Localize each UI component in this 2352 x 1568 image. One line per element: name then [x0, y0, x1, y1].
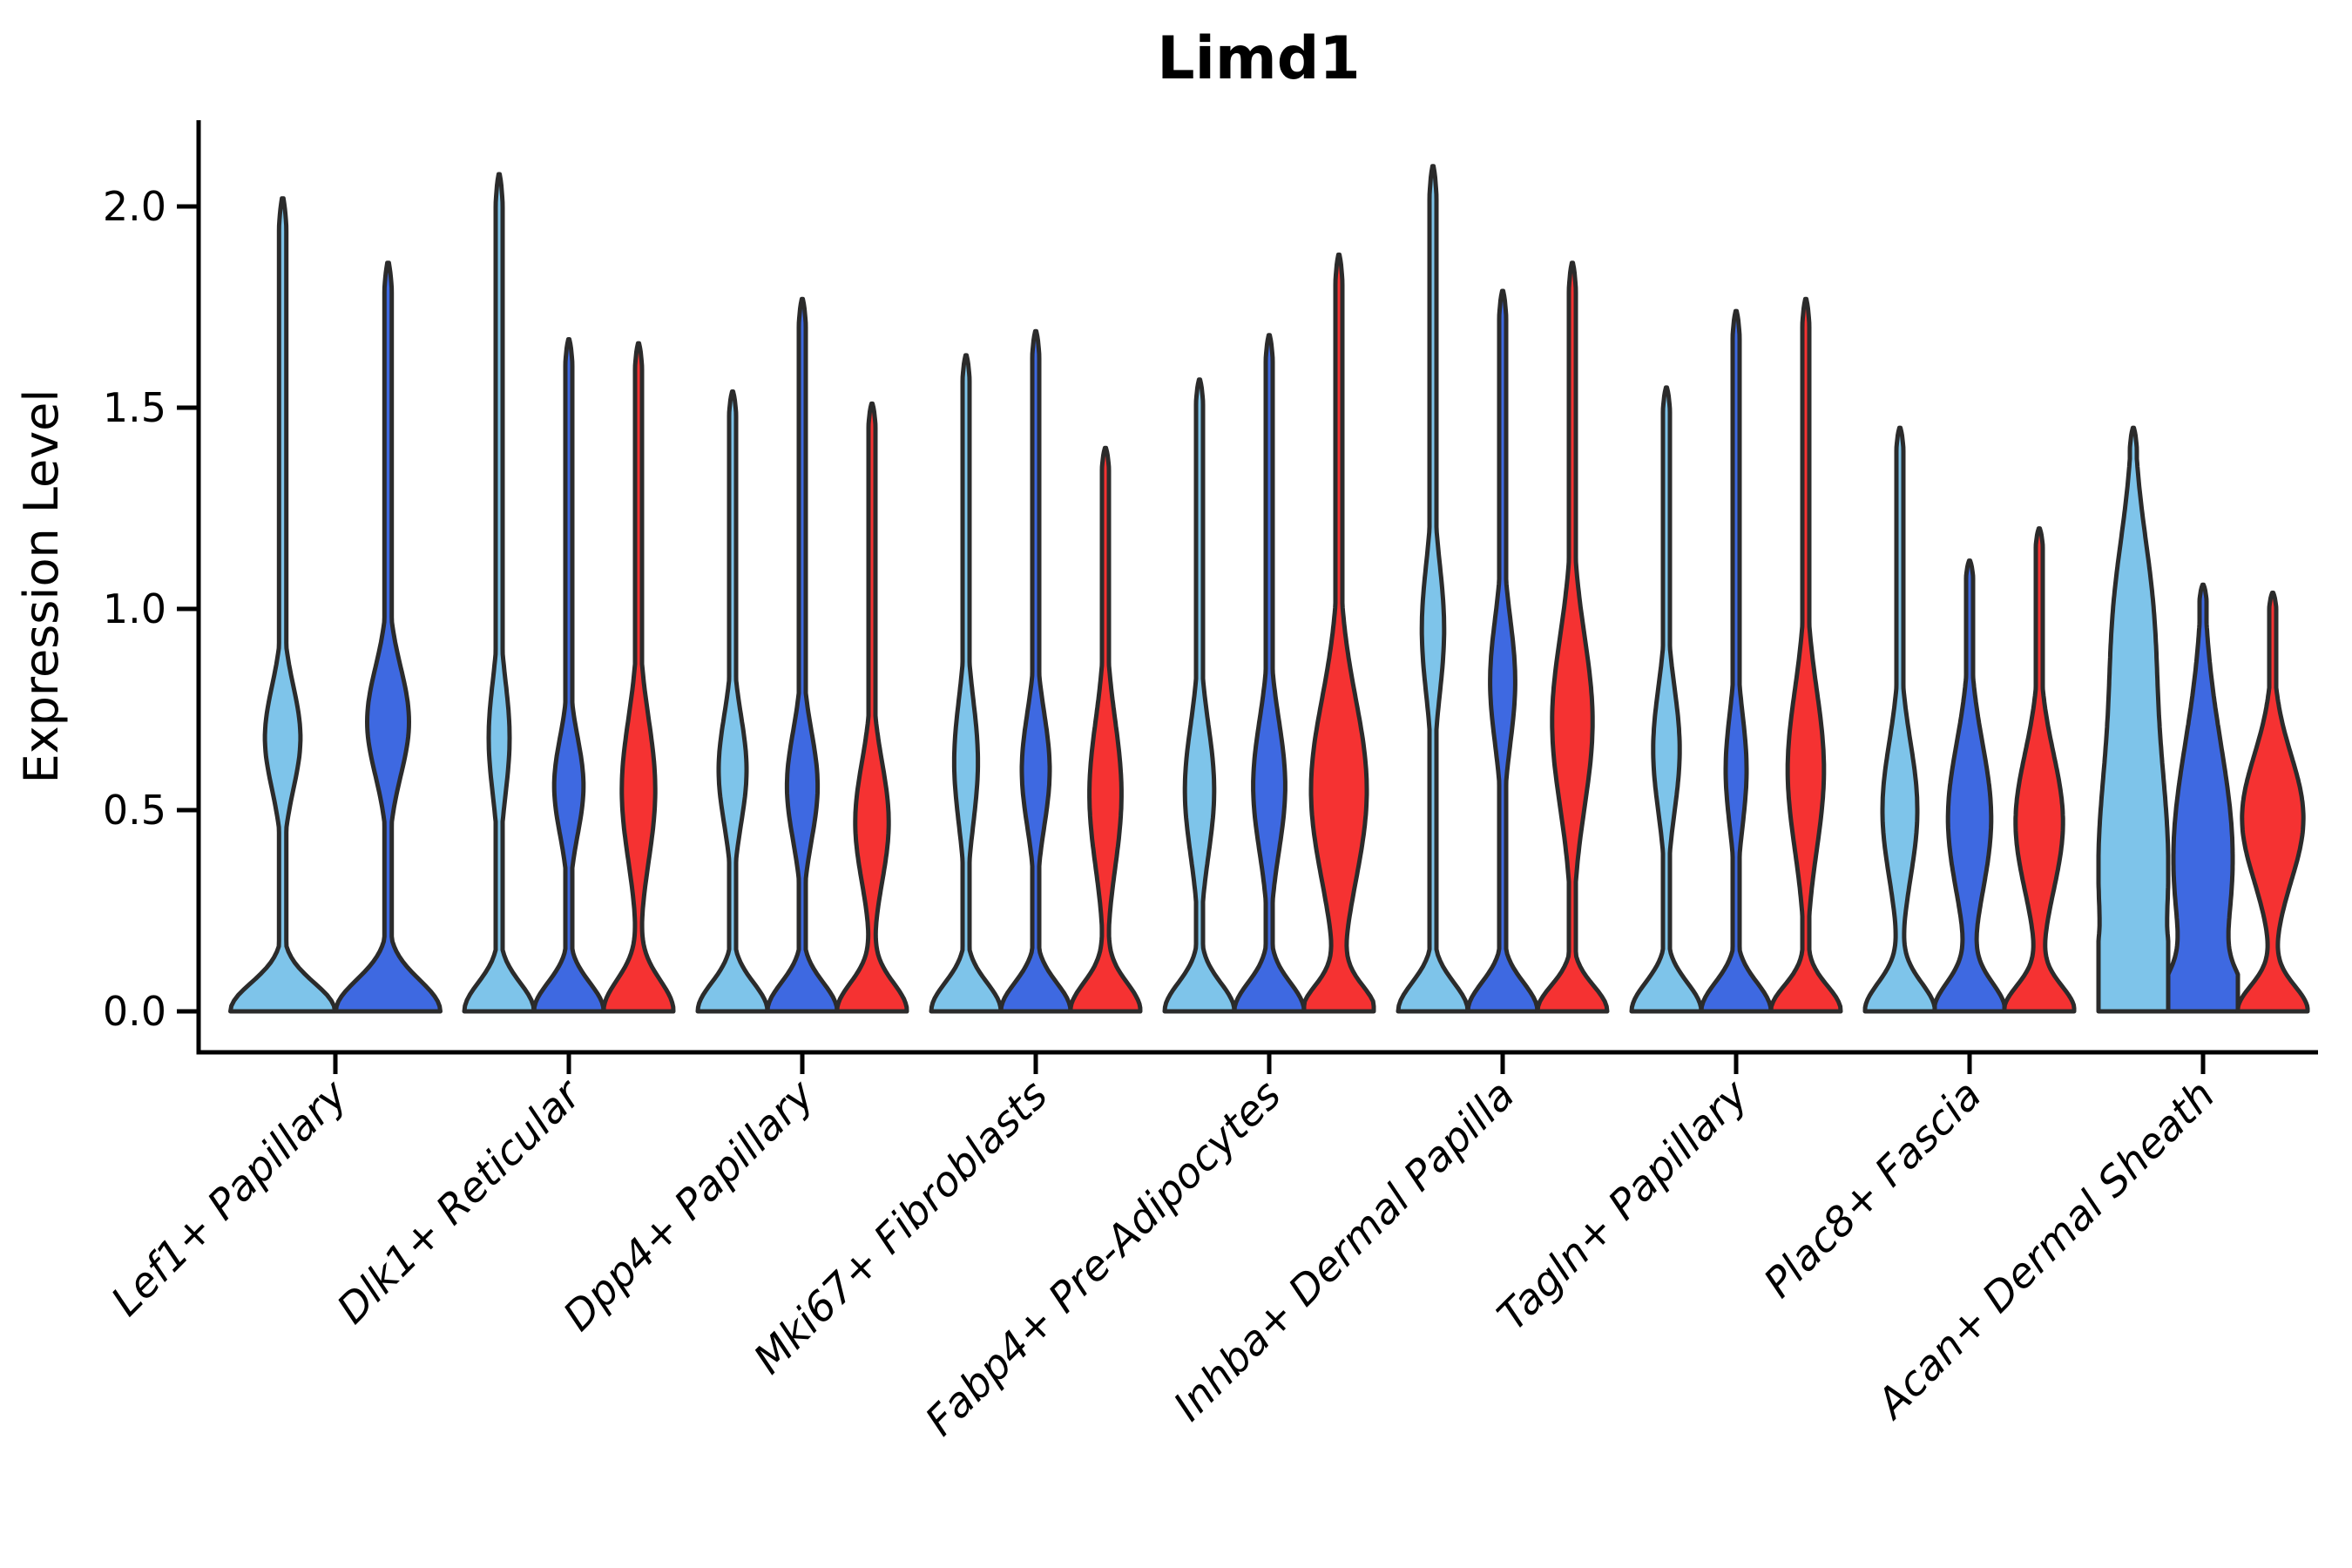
y-tick-label: 1.0	[103, 585, 166, 632]
violin-series-light-blue-5	[1162, 377, 1237, 1014]
x-tick-label: Plac8+ Fascia	[1754, 1071, 1990, 1308]
violin-series-light-blue-9	[2096, 425, 2171, 1014]
violin-series-red-6	[1535, 260, 1610, 1014]
violin-series-light-blue-3	[695, 389, 770, 1014]
violin-series-royal-blue-5	[1232, 333, 1307, 1014]
violin-series-royal-blue-4	[998, 328, 1073, 1014]
x-tick-label: Tagln+ Papillary	[1489, 1071, 1759, 1341]
violin-series-red-5	[1301, 252, 1376, 1014]
chart-title: Limd1	[1157, 24, 1360, 93]
y-axis-label: Expression Level	[14, 389, 69, 784]
violin-series-red-8	[2002, 526, 2077, 1014]
violin-series-light-blue-4	[929, 353, 1004, 1014]
x-tick-label: Dpp4+ Papillary	[554, 1071, 824, 1341]
violin-series-red-4	[1068, 445, 1143, 1014]
violin-series-light-blue-2	[462, 172, 537, 1014]
violin-series-royal-blue-2	[531, 337, 606, 1014]
y-tick-label: 0.0	[103, 988, 166, 1035]
violin-series-red-9	[2235, 591, 2310, 1014]
violin-series-royal-blue-6	[1465, 288, 1540, 1014]
x-tick-label: Lef1+ Papillary	[102, 1071, 357, 1326]
y-tick-label: 1.5	[103, 384, 166, 431]
x-tick-label: Dlk1+ Reticular	[328, 1070, 592, 1334]
violin-series-royal-blue-8	[1932, 558, 2007, 1014]
violin-series-light-blue-6	[1396, 164, 1470, 1014]
violin-series-red-2	[601, 341, 676, 1014]
violin-series-royal-blue-7	[1699, 308, 1774, 1014]
violin-series-royal-blue-3	[765, 296, 840, 1014]
violin-series-light-blue-1	[228, 196, 337, 1014]
violin-series-red-7	[1768, 296, 1843, 1014]
violin-series-royal-blue-9	[2166, 582, 2240, 1014]
violin-series-light-blue-7	[1629, 385, 1704, 1014]
violin-series-royal-blue-1	[334, 260, 443, 1014]
violin-series-light-blue-8	[1862, 425, 1937, 1014]
y-tick-label: 0.5	[103, 787, 166, 834]
y-tick-label: 2.0	[103, 183, 166, 230]
violins-layer	[228, 164, 2310, 1014]
violin-series-red-3	[835, 401, 909, 1014]
